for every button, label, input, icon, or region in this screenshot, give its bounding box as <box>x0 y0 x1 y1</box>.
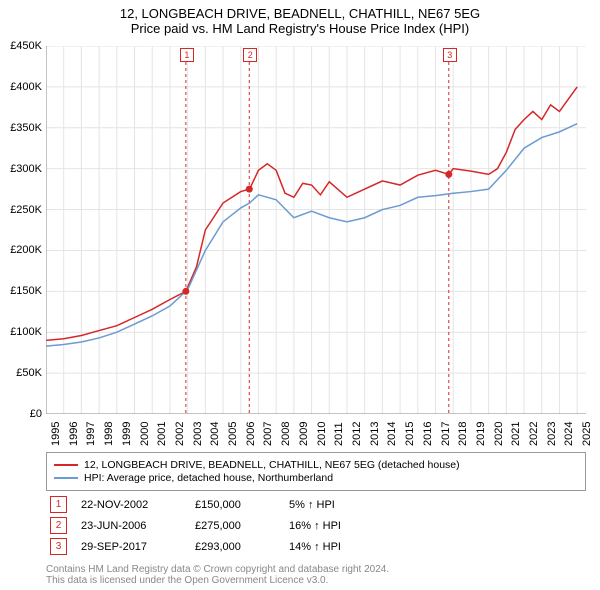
x-tick-label: 1997 <box>85 422 97 446</box>
events-table: 1 22-NOV-2002 £150,000 5% ↑ HPI 2 23-JUN… <box>46 492 586 559</box>
x-tick-label: 2002 <box>174 422 186 446</box>
main-title: 12, LONGBEACH DRIVE, BEADNELL, CHATHILL,… <box>0 6 600 21</box>
y-tick-label: £100K <box>0 326 42 338</box>
y-tick-label: £450K <box>0 40 42 52</box>
legend-label-hpi: HPI: Average price, detached house, Nort… <box>84 472 333 484</box>
x-tick-label: 2017 <box>440 422 452 446</box>
subtitle: Price paid vs. HM Land Registry's House … <box>0 21 600 36</box>
event-date-1: 22-NOV-2002 <box>81 499 181 511</box>
x-tick-label: 1995 <box>50 422 62 446</box>
chart-container: 12, LONGBEACH DRIVE, BEADNELL, CHATHILL,… <box>0 0 600 590</box>
event-num-1: 1 <box>50 496 67 513</box>
event-marker-3: 3 <box>443 48 457 62</box>
event-num-2: 2 <box>50 517 67 534</box>
x-tick-label: 2008 <box>280 422 292 446</box>
y-tick-label: £300K <box>0 163 42 175</box>
x-tick-label: 1999 <box>121 422 133 446</box>
event-date-3: 29-SEP-2017 <box>81 541 181 553</box>
x-tick-label: 2023 <box>546 422 558 446</box>
x-tick-label: 2021 <box>510 422 522 446</box>
titles: 12, LONGBEACH DRIVE, BEADNELL, CHATHILL,… <box>0 0 600 36</box>
x-tick-label: 2004 <box>209 422 221 446</box>
event-marker-1: 1 <box>180 48 194 62</box>
y-tick-label: £50K <box>0 367 42 379</box>
legend-label-subject: 12, LONGBEACH DRIVE, BEADNELL, CHATHILL,… <box>84 459 460 471</box>
x-tick-label: 2010 <box>316 422 328 446</box>
legend-item-subject: 12, LONGBEACH DRIVE, BEADNELL, CHATHILL,… <box>54 459 578 471</box>
x-tick-label: 2022 <box>528 422 540 446</box>
y-tick-label: £0 <box>0 408 42 420</box>
x-tick-label: 1996 <box>68 422 80 446</box>
event-price-3: £293,000 <box>195 541 275 553</box>
event-pct-2: 16% ↑ HPI <box>289 520 409 532</box>
legend: 12, LONGBEACH DRIVE, BEADNELL, CHATHILL,… <box>46 452 586 491</box>
footer-line-2: This data is licensed under the Open Gov… <box>46 575 389 586</box>
x-tick-label: 2009 <box>298 422 310 446</box>
chart-svg <box>46 46 586 414</box>
y-tick-label: £400K <box>0 81 42 93</box>
x-tick-label: 2016 <box>422 422 434 446</box>
chart-area <box>46 46 586 414</box>
x-tick-label: 2025 <box>581 422 593 446</box>
y-tick-label: £150K <box>0 285 42 297</box>
event-price-2: £275,000 <box>195 520 275 532</box>
footer: Contains HM Land Registry data © Crown c… <box>46 564 389 586</box>
x-tick-label: 2007 <box>262 422 274 446</box>
x-tick-label: 2011 <box>333 422 345 446</box>
x-tick-label: 2003 <box>192 422 204 446</box>
legend-swatch-hpi <box>54 477 78 479</box>
event-date-2: 23-JUN-2006 <box>81 520 181 532</box>
x-tick-label: 2018 <box>457 422 469 446</box>
x-tick-label: 1998 <box>103 422 115 446</box>
event-marker-2: 2 <box>243 48 257 62</box>
event-row-1: 1 22-NOV-2002 £150,000 5% ↑ HPI <box>46 496 586 513</box>
x-tick-label: 2015 <box>404 422 416 446</box>
x-tick-label: 2013 <box>369 422 381 446</box>
y-tick-label: £250K <box>0 204 42 216</box>
x-tick-label: 2000 <box>139 422 151 446</box>
event-pct-1: 5% ↑ HPI <box>289 499 409 511</box>
x-tick-label: 2019 <box>475 422 487 446</box>
legend-swatch-subject <box>54 464 78 466</box>
event-row-2: 2 23-JUN-2006 £275,000 16% ↑ HPI <box>46 517 586 534</box>
x-tick-label: 2020 <box>493 422 505 446</box>
y-tick-label: £350K <box>0 122 42 134</box>
event-price-1: £150,000 <box>195 499 275 511</box>
event-pct-3: 14% ↑ HPI <box>289 541 409 553</box>
x-tick-label: 2024 <box>563 422 575 446</box>
x-tick-label: 2012 <box>351 422 363 446</box>
x-tick-label: 2006 <box>245 422 257 446</box>
x-tick-label: 2005 <box>227 422 239 446</box>
x-tick-label: 2014 <box>386 422 398 446</box>
y-tick-label: £200K <box>0 244 42 256</box>
legend-item-hpi: HPI: Average price, detached house, Nort… <box>54 472 578 484</box>
x-tick-label: 2001 <box>156 422 168 446</box>
event-row-3: 3 29-SEP-2017 £293,000 14% ↑ HPI <box>46 538 586 555</box>
footer-line-1: Contains HM Land Registry data © Crown c… <box>46 564 389 575</box>
event-num-3: 3 <box>50 538 67 555</box>
